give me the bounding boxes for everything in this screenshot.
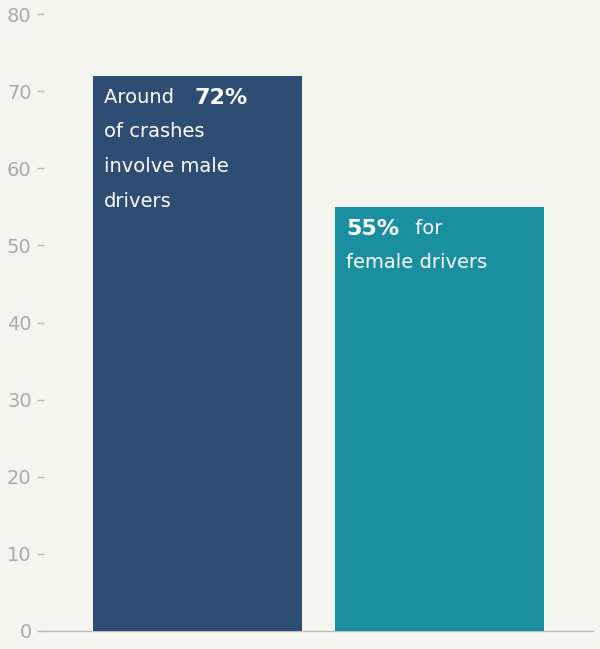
Text: involve male: involve male bbox=[104, 157, 229, 176]
Text: for: for bbox=[409, 219, 442, 238]
Text: female drivers: female drivers bbox=[346, 253, 487, 272]
Text: of crashes: of crashes bbox=[104, 122, 205, 141]
Bar bbox=[93, 76, 302, 631]
Text: 55%: 55% bbox=[346, 219, 399, 239]
Bar bbox=[335, 207, 544, 631]
Text: drivers: drivers bbox=[104, 191, 172, 210]
Text: 72%: 72% bbox=[194, 88, 247, 108]
Text: Around: Around bbox=[104, 88, 180, 106]
